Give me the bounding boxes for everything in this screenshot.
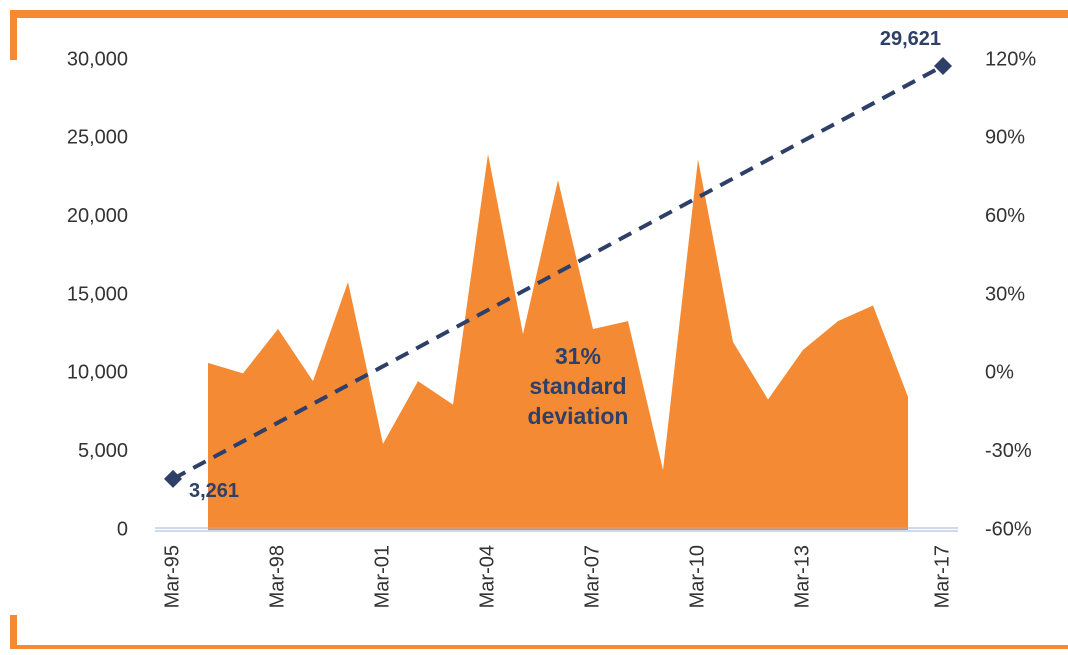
y2-tick-label: -30% (985, 440, 1032, 462)
x-tick-label: Mar-10 (686, 545, 708, 608)
data-label: 29,621 (880, 28, 941, 50)
y-tick-label: 5,000 (78, 440, 128, 462)
marker (934, 56, 952, 75)
area (208, 154, 908, 530)
x-tick-label: Mar-01 (371, 545, 393, 608)
plot-area (208, 154, 908, 530)
y2-tick-label: 90% (985, 127, 1025, 149)
y-tick-label: 30,000 (67, 48, 128, 70)
frame-top (10, 10, 1068, 18)
annotation: 31% (555, 343, 601, 369)
annotation: standard (529, 373, 626, 399)
data-label: 3,261 (189, 480, 239, 502)
y-tick-label: 20,000 (67, 205, 128, 227)
annotation: deviation (528, 403, 629, 429)
trend-line (172, 64, 944, 481)
x-tick-label: Mar-98 (266, 545, 288, 608)
y-tick-label: 25,000 (67, 127, 128, 149)
frame-bottom (10, 645, 1068, 649)
y-tick-label: 0 (117, 518, 128, 540)
x-tick-label: Mar-95 (161, 545, 183, 608)
x-tick-label: Mar-07 (581, 545, 603, 608)
y2-tick-label: 30% (985, 283, 1025, 305)
y2-tick-label: 60% (985, 205, 1025, 227)
x-tick-label: Mar-13 (791, 545, 813, 608)
x-tick-label: Mar-04 (476, 545, 498, 608)
y2-tick-label: 0% (985, 362, 1014, 384)
y-tick-label: 10,000 (67, 362, 128, 384)
marker (164, 469, 182, 488)
x-tick-label: Mar-17 (931, 545, 953, 608)
y2-tick-label: 120% (985, 48, 1036, 70)
y-tick-label: 15,000 (67, 283, 128, 305)
frame-left-top (10, 10, 17, 60)
y2-tick-label: -60% (985, 518, 1032, 540)
frame-left-bottom (10, 615, 17, 649)
